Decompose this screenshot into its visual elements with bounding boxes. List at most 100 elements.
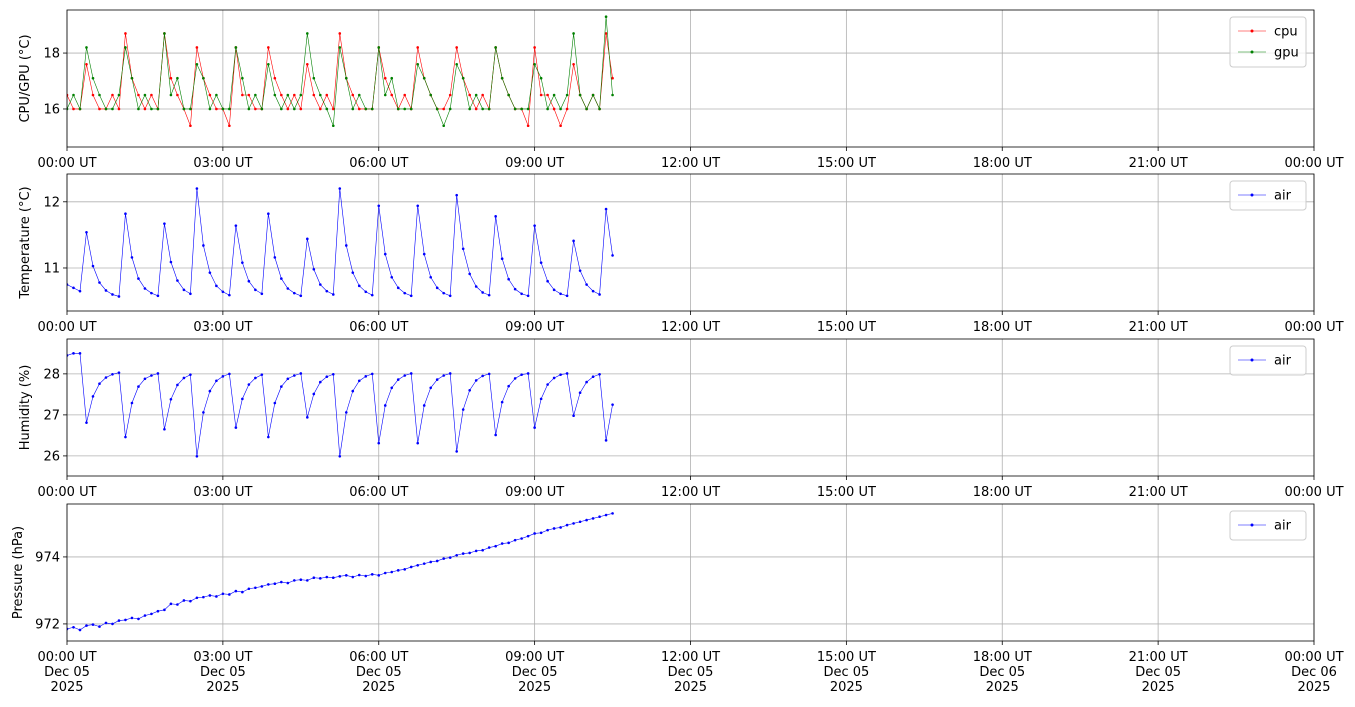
data-point	[215, 107, 218, 111]
data-point	[513, 107, 517, 111]
data-point	[435, 378, 439, 381]
data-point	[202, 244, 205, 247]
data-point	[254, 376, 257, 380]
data-point	[565, 372, 569, 375]
data-point	[293, 374, 296, 377]
data-point	[124, 212, 127, 216]
x-tick-label: 15:00 UT	[817, 320, 876, 335]
data-point	[552, 107, 556, 111]
data-point	[494, 433, 497, 437]
data-point	[195, 46, 199, 49]
data-point	[228, 107, 231, 111]
data-point	[422, 252, 426, 256]
data-point	[195, 455, 199, 458]
legend-marker	[1250, 358, 1254, 362]
data-point	[98, 93, 101, 97]
legend-label: air	[1274, 354, 1292, 369]
x-tick-label: 06:00 UT	[349, 485, 408, 500]
data-point	[234, 224, 238, 227]
data-point	[247, 587, 251, 591]
data-point	[578, 93, 582, 97]
data-point	[390, 275, 394, 279]
data-point	[552, 288, 556, 292]
data-point	[611, 403, 614, 406]
data-point	[273, 256, 277, 259]
data-point	[72, 107, 75, 111]
data-point	[85, 46, 88, 49]
data-point	[202, 595, 205, 599]
data-point	[267, 212, 270, 216]
data-point	[539, 93, 543, 97]
y-tick-label: 27	[43, 408, 60, 423]
data-point	[539, 531, 543, 535]
x-tick-label: 21:00 UT	[1129, 320, 1188, 335]
data-point	[494, 215, 497, 218]
data-point	[455, 553, 458, 557]
data-point	[325, 575, 329, 579]
data-point	[487, 107, 491, 111]
data-point	[267, 46, 270, 49]
data-point	[442, 124, 445, 128]
data-point	[461, 408, 465, 411]
data-point	[435, 559, 439, 563]
data-point	[500, 257, 504, 261]
data-point	[111, 107, 114, 111]
x-tick-label: 18:00 UT Dec 05 2025	[973, 650, 1032, 695]
data-point	[559, 526, 562, 529]
x-tick-label: 12:00 UT	[661, 320, 720, 335]
data-point	[552, 93, 556, 97]
data-point	[344, 574, 348, 577]
data-point	[468, 107, 471, 111]
data-point	[241, 261, 244, 264]
data-point	[585, 107, 588, 111]
data-point	[435, 107, 439, 111]
data-point	[299, 93, 303, 97]
data-point	[150, 612, 153, 616]
data-point	[390, 570, 394, 574]
y-axis-label: Humidity (%)	[18, 365, 33, 451]
data-point	[331, 107, 335, 111]
data-point	[331, 576, 335, 579]
data-point	[591, 375, 595, 379]
x-tick-label: 18:00 UT	[973, 485, 1032, 500]
data-point	[111, 93, 114, 97]
data-point	[370, 107, 374, 111]
data-point	[104, 107, 108, 111]
data-point	[468, 272, 471, 276]
data-point	[598, 107, 601, 111]
data-point	[559, 292, 562, 296]
data-point	[91, 76, 95, 80]
data-point	[383, 76, 387, 80]
data-point	[481, 548, 484, 552]
data-point	[416, 62, 420, 66]
data-point	[377, 46, 381, 49]
data-point	[228, 372, 231, 376]
data-point	[604, 32, 608, 35]
data-point	[539, 76, 543, 80]
data-point	[364, 290, 368, 294]
data-point	[117, 93, 121, 97]
data-point	[78, 107, 82, 111]
x-tick-label: 12:00 UT Dec 05 2025	[661, 650, 720, 695]
data-point	[572, 32, 575, 35]
data-point	[513, 287, 517, 291]
data-point	[254, 288, 257, 292]
data-point	[390, 386, 394, 390]
data-point	[559, 124, 562, 128]
data-point	[85, 62, 88, 66]
data-point	[520, 537, 523, 540]
data-point	[104, 621, 108, 625]
x-tick-label: 00:00 UT Dec 05 2025	[37, 650, 96, 695]
data-point	[163, 427, 166, 431]
data-point	[422, 404, 426, 407]
legend-label: cpu	[1274, 25, 1298, 40]
data-point	[254, 586, 257, 590]
data-point	[604, 207, 608, 211]
data-point	[370, 573, 374, 576]
data-point	[565, 107, 569, 111]
data-point	[572, 62, 575, 66]
data-point	[91, 623, 95, 626]
data-point	[299, 372, 303, 375]
data-point	[260, 107, 264, 111]
data-point	[325, 107, 329, 111]
